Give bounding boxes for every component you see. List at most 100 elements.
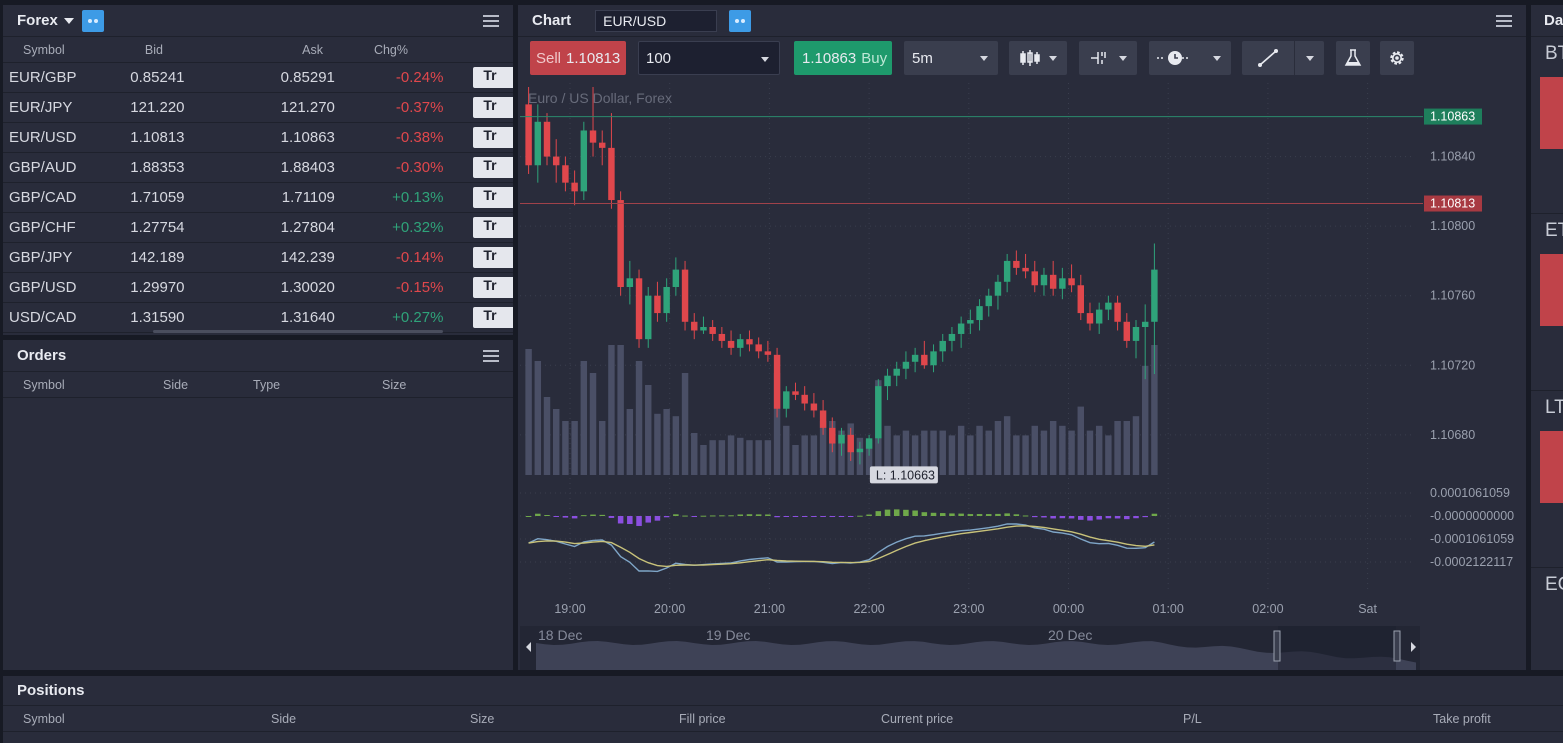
trade-button[interactable]: Tr (473, 247, 513, 268)
sell-tile[interactable] (1540, 431, 1563, 503)
horizontal-scrollbar[interactable] (153, 330, 443, 333)
forex-row[interactable]: USD/CAD 1.31590 1.31640 +0.27% Tr (3, 303, 513, 333)
sell-tile[interactable] (1540, 77, 1563, 149)
right-panel-item[interactable]: ET (1531, 214, 1563, 391)
row-symbol: EUR/GBP (9, 69, 77, 86)
macd-histogram-bar (645, 516, 651, 523)
flask-icon (1344, 49, 1362, 66)
col-symbol[interactable]: Symbol (23, 377, 65, 392)
volume-bar (921, 430, 928, 475)
candle-body (994, 281, 1002, 296)
positions-panel-header: Positions (3, 676, 1563, 706)
candle-body (700, 327, 707, 331)
col-side[interactable]: Side (163, 377, 189, 392)
volume-bar (911, 435, 919, 475)
menu-icon[interactable] (483, 14, 499, 27)
macd-histogram-bar (1013, 514, 1020, 516)
quantity-select[interactable]: 100 (638, 41, 780, 75)
price-chart[interactable]: 1.10863 1.10813 L: 1.10663 19:00 20:00 21:00… (518, 83, 1526, 670)
buy-button[interactable]: 1.10863 Buy (794, 41, 892, 75)
row-change: -0.38% (395, 129, 444, 146)
settings-button[interactable] (1380, 41, 1414, 75)
volume-bar (1031, 425, 1038, 475)
drawing-tools-select[interactable] (1242, 41, 1324, 75)
col-pl[interactable]: P/L (1183, 712, 1202, 726)
candle-body (663, 287, 670, 314)
col-symbol[interactable]: Symbol (23, 712, 65, 726)
candle (985, 288, 992, 317)
candle-body (1077, 285, 1084, 314)
volume-bar (608, 345, 615, 475)
studies-button[interactable] (1336, 41, 1370, 75)
col-current-price[interactable]: Current price (881, 712, 954, 726)
forex-title[interactable]: Forex (17, 12, 58, 29)
timeframe-select[interactable]: 5m (904, 41, 998, 75)
chevron-down-icon (1213, 56, 1221, 61)
candle (948, 327, 956, 352)
trade-button[interactable]: Tr (473, 67, 513, 88)
candle (1151, 243, 1158, 374)
indicators-select[interactable] (1079, 41, 1137, 75)
menu-icon[interactable] (1496, 14, 1512, 27)
timezone-select[interactable] (1149, 41, 1231, 75)
forex-row[interactable]: GBP/USD 1.29970 1.30020 -0.15% Tr (3, 273, 513, 303)
col-symbol[interactable]: Symbol (23, 42, 65, 57)
forex-row[interactable]: GBP/AUD 1.88353 1.88403 -0.30% Tr (3, 153, 513, 183)
macd-histogram-bar (783, 516, 790, 517)
candle (856, 441, 864, 465)
link-group-icon[interactable] (81, 9, 104, 32)
forex-row[interactable]: GBP/CAD 1.71059 1.71109 +0.13% Tr (3, 183, 513, 213)
col-chg[interactable]: Chg% (373, 42, 408, 57)
row-bid: 1.88353 (130, 159, 185, 176)
trade-button[interactable]: Tr (473, 157, 513, 178)
forex-row[interactable]: EUR/JPY 121.220 121.270 -0.37% Tr (3, 93, 513, 123)
col-side[interactable]: Side (271, 712, 297, 726)
trade-button[interactable]: Tr (473, 277, 513, 298)
forex-row[interactable]: EUR/USD 1.10813 1.10863 -0.38% Tr (3, 123, 513, 153)
chart-type-select[interactable] (1009, 41, 1067, 75)
macd-histogram-bar (636, 516, 642, 526)
candle (1086, 302, 1094, 331)
candle-body (829, 427, 836, 444)
volume-bar (672, 416, 680, 475)
sell-button[interactable]: Sell 1.10813 (530, 41, 626, 75)
candle-body (792, 391, 799, 395)
candle-body (571, 182, 578, 192)
trade-button[interactable]: Tr (473, 217, 513, 238)
candle (1059, 267, 1066, 300)
candle-body (681, 269, 689, 322)
col-type[interactable]: Type (253, 377, 281, 392)
col-bid[interactable]: Bid (144, 42, 163, 57)
chevron-down-icon[interactable] (63, 17, 74, 24)
link-group-icon[interactable] (729, 9, 752, 32)
macd-histogram-bar (535, 513, 541, 516)
volume-bar (654, 413, 661, 475)
volume-bar (764, 440, 772, 475)
sell-tile[interactable] (1540, 254, 1563, 326)
col-ask[interactable]: Ask (302, 42, 323, 57)
trade-button[interactable]: Tr (473, 307, 513, 328)
col-size[interactable]: Size (470, 712, 495, 726)
menu-icon[interactable] (483, 349, 499, 362)
macd-histogram-bar (627, 516, 633, 525)
forex-row[interactable]: GBP/CHF 1.27754 1.27804 +0.32% Tr (3, 213, 513, 243)
macd-histogram-bar (746, 514, 753, 516)
trade-button[interactable]: Tr (473, 97, 513, 118)
forex-row[interactable]: EUR/GBP 0.85241 0.85291 -0.24% Tr (3, 63, 513, 93)
trade-button[interactable]: Tr (473, 187, 513, 208)
row-symbol: EUR/USD (9, 129, 77, 146)
right-panel-item[interactable]: BT (1531, 37, 1563, 214)
col-take-profit[interactable]: Take profit (1433, 712, 1491, 726)
candle-body (1086, 313, 1094, 324)
item-symbol: ET (1545, 220, 1563, 241)
right-panel-item[interactable]: LT (1531, 391, 1563, 568)
candle-body (1095, 309, 1103, 324)
col-size[interactable]: Size (382, 377, 407, 392)
forex-row[interactable]: GBP/JPY 142.189 142.239 -0.14% Tr (3, 243, 513, 273)
candle-body (838, 434, 845, 444)
volume-bar (700, 445, 707, 475)
symbol-input[interactable]: EUR/USD (595, 9, 718, 32)
candle (718, 327, 726, 348)
trade-button[interactable]: Tr (473, 127, 513, 148)
col-fill-price[interactable]: Fill price (679, 712, 726, 726)
